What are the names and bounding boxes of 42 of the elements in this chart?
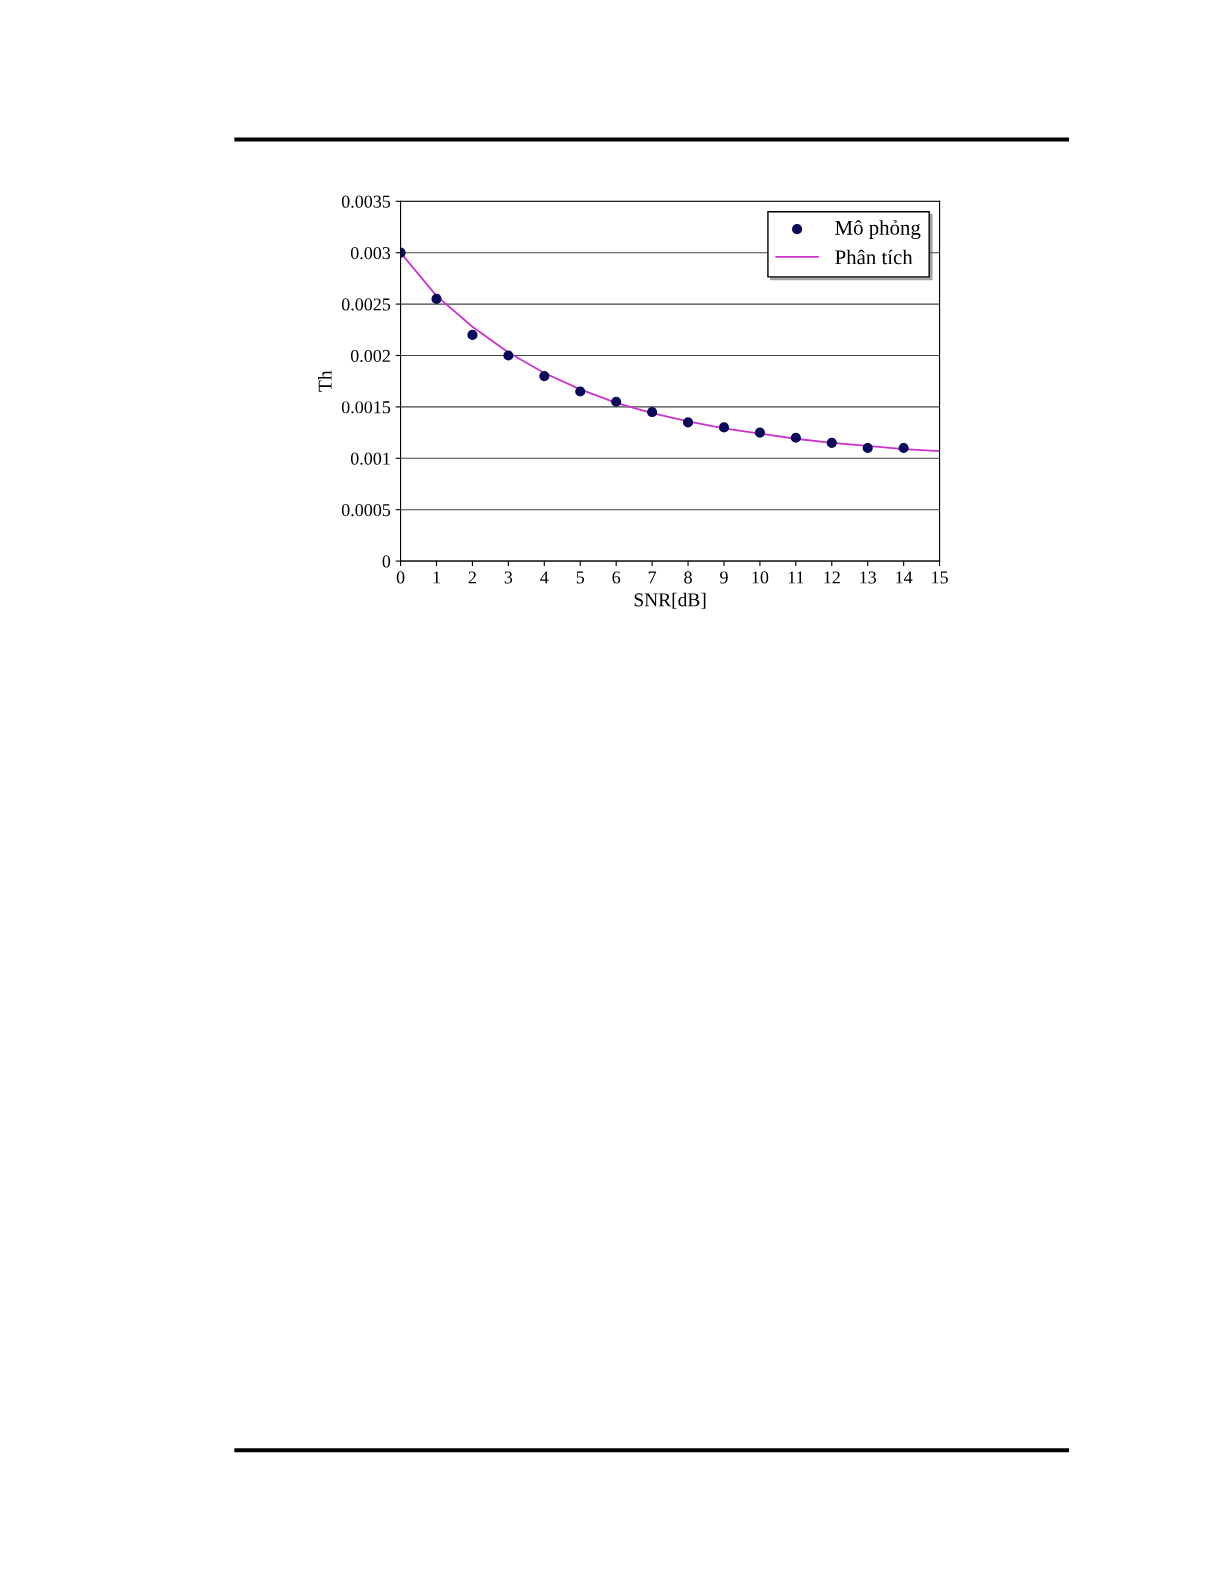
point xyxy=(682,417,694,428)
x-tick-label: 2 xyxy=(468,571,476,584)
x-tick-label: 3 xyxy=(504,571,513,584)
x-tick-label: 6 xyxy=(612,571,621,584)
point xyxy=(611,396,622,407)
point xyxy=(898,442,909,454)
x-tick-label: 0 xyxy=(396,571,405,584)
x-tick-label: 8 xyxy=(684,571,692,584)
point xyxy=(718,422,730,433)
x-tick-label: 4 xyxy=(540,571,549,584)
point xyxy=(539,370,550,382)
point xyxy=(575,386,586,397)
point xyxy=(467,329,478,341)
point xyxy=(503,350,514,361)
legend-label: Phân tích xyxy=(835,249,913,265)
y-tick-label: 0.0015 xyxy=(341,401,391,414)
x-tick-label: 15 xyxy=(932,571,948,584)
y-tick-label: 0.0035 xyxy=(341,195,391,208)
x-tick-label: 5 xyxy=(576,571,585,584)
x-tick-label: 13 xyxy=(860,571,877,584)
y-axis-title: Th xyxy=(318,370,332,392)
x-tick-label: 9 xyxy=(720,571,728,584)
point xyxy=(790,432,801,443)
x-tick-label: 11 xyxy=(788,571,804,584)
point xyxy=(431,293,442,305)
point xyxy=(862,442,873,454)
y-tick-label: 0.003 xyxy=(350,246,391,260)
y-tick-label: 0.001 xyxy=(350,452,390,465)
x-tick-label: 7 xyxy=(648,571,657,584)
x-tick-label: 1 xyxy=(433,571,440,584)
y-tick-label: 0 xyxy=(382,555,391,568)
x-tick-label: 12 xyxy=(824,571,840,584)
point xyxy=(754,427,765,438)
y-tick-label: 0.0025 xyxy=(341,298,391,311)
x-axis-title: SNR[dB] xyxy=(634,592,706,609)
point xyxy=(826,437,837,448)
y-tick-label: 0.0005 xyxy=(341,503,391,517)
y-tick-label: 0.002 xyxy=(350,349,390,363)
x-tick-label: 14 xyxy=(896,571,913,584)
x-tick-label: 10 xyxy=(752,571,769,584)
legend-label: Mô phỏng xyxy=(835,220,921,240)
point xyxy=(647,406,658,418)
